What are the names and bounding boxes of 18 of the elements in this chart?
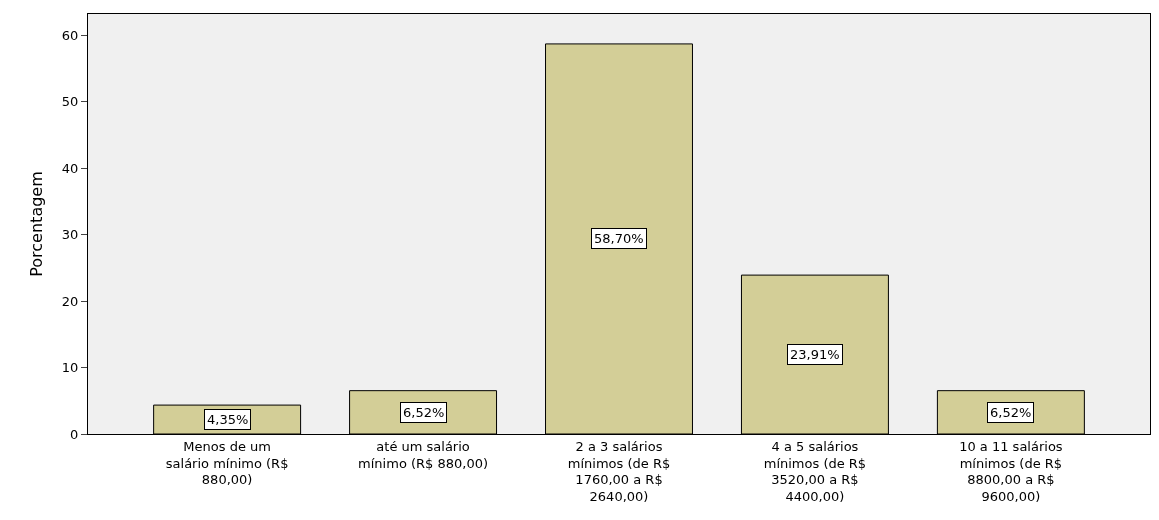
x-tick-label: 2 a 3 salários mínimos (de R$ 1760,00 a R$ 2640,00): [567, 438, 671, 505]
x-tick-label: 10 a 11 salários mínimos (de R$ 8800,00 a R$ 9600,00): [959, 438, 1063, 505]
x-tick-label: 4 a 5 salários mínimos (de R$ 3520,00 a R$ 4400,00): [763, 438, 867, 505]
y-tick-label: 50: [61, 94, 79, 110]
data-label: 6,52%: [403, 405, 445, 420]
y-tick-label: 20: [61, 293, 79, 309]
data-label: 6,52%: [990, 405, 1032, 420]
x-tick-label: Menos de um salário mínimo (R$ 880,00): [165, 438, 289, 488]
y-tick-label: 0: [70, 426, 79, 442]
y-tick-label: 10: [61, 360, 79, 376]
y-axis-title: Porcentagem: [26, 171, 46, 277]
data-label: 58,70%: [594, 231, 644, 246]
data-label: 4,35%: [207, 412, 249, 427]
x-tick-label: até um salário mínimo (R$ 880,00): [358, 438, 489, 471]
data-label: 23,91%: [790, 347, 840, 362]
y-tick-label: 60: [61, 27, 79, 43]
y-tick-label: 40: [61, 160, 79, 176]
y-tick-label: 30: [61, 227, 79, 243]
